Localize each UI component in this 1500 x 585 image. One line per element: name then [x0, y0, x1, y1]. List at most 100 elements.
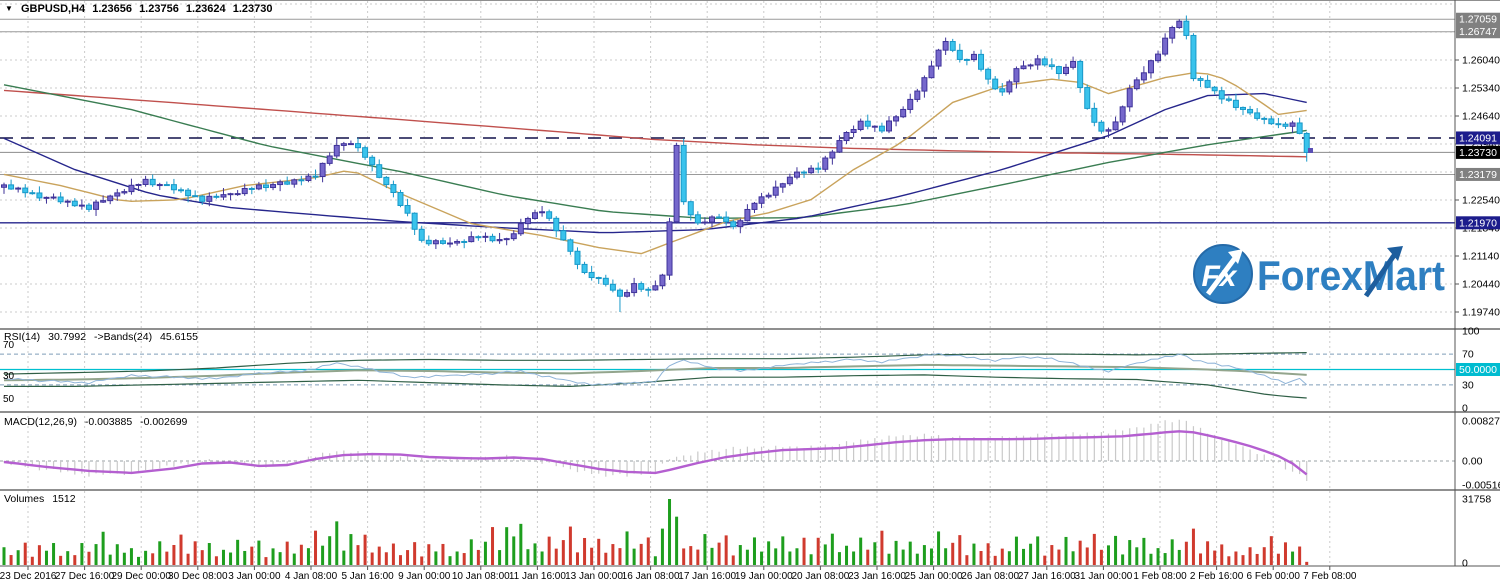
panel-separator: [0, 328, 1500, 330]
volume-bar: [958, 535, 962, 565]
volume-bar: [122, 552, 126, 565]
candle-body: [624, 292, 631, 297]
logo-m-arrow-icon: [1363, 252, 1398, 298]
candle-body: [992, 78, 999, 90]
candle-body: [1091, 107, 1098, 123]
volume-bar: [604, 552, 608, 565]
candle-body: [1240, 106, 1246, 110]
volume-bar: [1199, 553, 1203, 565]
candle-body: [751, 202, 758, 210]
candle-body: [1247, 108, 1254, 114]
volume-bar: [1248, 547, 1252, 565]
candle-body: [1041, 58, 1048, 66]
volume-bar: [363, 534, 367, 565]
candle-body: [588, 271, 595, 279]
marker-dot: [1308, 148, 1313, 153]
volume-bar: [505, 527, 509, 565]
candle-body: [942, 41, 949, 51]
volume-bar: [533, 543, 537, 565]
candle-body: [1303, 132, 1310, 153]
volume-bar: [639, 543, 643, 565]
time-axis-label: 23 Dec 2016: [0, 571, 57, 582]
volume-bar: [1163, 553, 1167, 565]
ma-line-red: [3, 89, 1307, 158]
candle-body: [701, 221, 708, 224]
volume-bar: [1022, 548, 1026, 565]
collapse-icon[interactable]: ▼: [5, 4, 13, 13]
volume-bar: [1184, 541, 1188, 565]
volume-bar: [944, 548, 948, 565]
time-axis-label: 17 Jan 16:00: [678, 571, 736, 582]
candle-body: [616, 289, 623, 297]
candle-body: [390, 184, 397, 194]
volume-bar: [1000, 548, 1004, 565]
volume-bar: [214, 556, 218, 565]
volume-bar: [937, 531, 941, 565]
candle-body: [779, 183, 786, 188]
candle-body: [857, 120, 864, 130]
candle-body: [8, 184, 15, 190]
macd-panel: [0, 419, 1455, 482]
volume-bar: [406, 550, 410, 565]
volume-bar: [547, 536, 551, 565]
candlesticks: [1, 15, 1310, 312]
candle-body: [999, 88, 1006, 93]
volume-bar: [1114, 535, 1118, 565]
price-axis-label: 1.21140: [1462, 251, 1499, 263]
rsi-axis-label: 30: [1462, 379, 1474, 391]
volume-bar: [1241, 555, 1245, 565]
candle-body: [220, 194, 227, 198]
candle-body: [546, 211, 553, 219]
candle-body: [560, 230, 567, 241]
candle-body: [475, 236, 482, 239]
volume-bar: [1305, 561, 1309, 565]
volume-bar: [2, 547, 6, 565]
price-badge-label: 1.23730: [1459, 147, 1497, 159]
candle-body: [185, 189, 192, 197]
volume-bar: [767, 541, 771, 565]
candle-body: [765, 194, 772, 198]
time-axis-label: 3 Jan 00:00: [228, 571, 281, 582]
volume-bar: [292, 553, 296, 565]
volumes-indicator-label: Volumes 1512: [4, 493, 81, 505]
time-axis-label: 2 Feb 16:00: [1190, 571, 1244, 582]
candle-body: [1218, 90, 1225, 100]
volume-bar: [752, 537, 756, 565]
rsi-bands-value: 45.6155: [160, 331, 198, 343]
volume-bar: [30, 556, 34, 565]
price-axis-label: 1.26040: [1462, 55, 1500, 67]
volume-bar: [250, 546, 254, 565]
volume-bar: [44, 550, 48, 565]
volume-bar: [809, 554, 813, 565]
rsi-indicator-label: RSI(14) 30.7992 ->Bands(24) 45.6155: [4, 331, 203, 343]
volume-bar: [795, 548, 799, 565]
volume-bar: [1050, 545, 1054, 565]
candle-body: [609, 283, 616, 291]
candle-body: [340, 143, 347, 146]
volume-bar: [66, 551, 70, 565]
volume-bar: [1121, 554, 1125, 565]
volumes-axis-label: 0: [1462, 558, 1468, 570]
ma-line-navy: [3, 92, 1307, 234]
volume-bar: [221, 549, 225, 565]
candle-body: [418, 228, 425, 241]
price-badge-label: 1.21970: [1459, 217, 1497, 229]
volume-bar: [299, 544, 303, 565]
time-axis-label: 13 Jan 00:00: [565, 571, 623, 582]
candle-body: [602, 277, 609, 285]
volume-bar: [264, 557, 268, 565]
candle-body: [553, 217, 560, 232]
candle-body: [262, 184, 269, 189]
volume-bar: [625, 531, 629, 565]
volume-bar: [951, 542, 955, 565]
logo-arrowhead-icon: [1228, 249, 1243, 264]
price-badge: [1456, 145, 1500, 159]
volume-bar: [1029, 543, 1033, 565]
candle-body: [758, 196, 765, 204]
candle-body: [631, 283, 638, 294]
grid-lines: [0, 1, 1455, 566]
candle-body: [822, 157, 829, 170]
volume-bar: [929, 548, 933, 565]
volume-bar: [561, 540, 565, 565]
